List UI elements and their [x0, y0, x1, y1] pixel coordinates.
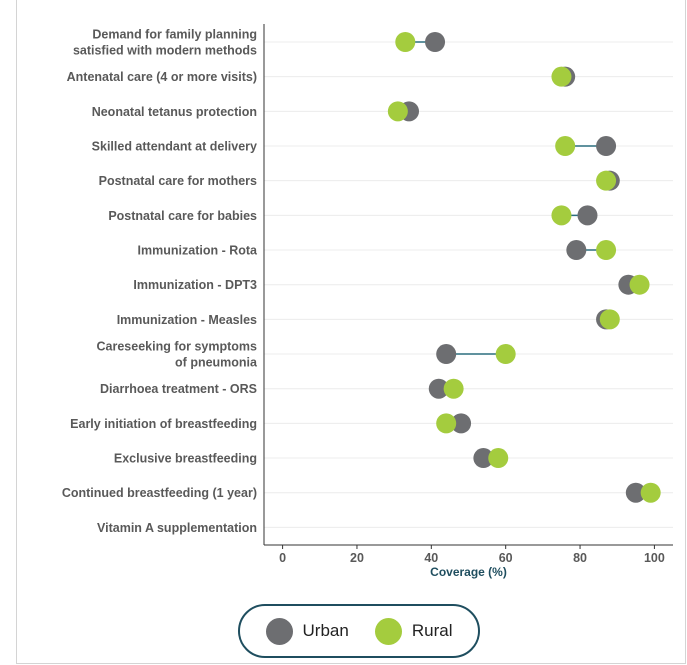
- urban-point: [596, 136, 617, 157]
- category-label-line: Postnatal care for babies: [108, 209, 257, 223]
- axes: 0 20 40 60 80 100: [263, 24, 673, 565]
- urban-point: [425, 32, 446, 52]
- rural-point: [629, 274, 650, 295]
- rural-point: [488, 448, 509, 469]
- x-tick-label: 80: [573, 551, 587, 565]
- category-label-line: Neonatal tetanus protection: [92, 105, 257, 119]
- rural-swatch-icon: [374, 617, 402, 645]
- category-label-line: Diarrhoea treatment - ORS: [100, 382, 257, 396]
- category-label-line: Continued breastfeeding (1 year): [62, 486, 257, 500]
- category-label: Skilled attendant at delivery: [92, 140, 257, 154]
- rural-point: [551, 66, 572, 87]
- category-label-line: Postnatal care for mothers: [99, 174, 257, 188]
- category-label: Antenatal care (4 or more visits): [67, 70, 257, 84]
- rural-point: [555, 136, 576, 157]
- rural-point: [436, 413, 457, 434]
- urban-point: [428, 378, 449, 399]
- category-label: Neonatal tetanus protection: [92, 105, 257, 119]
- category-label-line: Vitamin A supplementation: [97, 521, 257, 535]
- x-tick-label: 0: [279, 551, 286, 565]
- category-label: Postnatal care for babies: [108, 209, 257, 223]
- category-label-line: Antenatal care (4 or more visits): [67, 70, 257, 84]
- category-label-line: Skilled attendant at delivery: [92, 140, 257, 154]
- urban-point: [566, 240, 587, 261]
- rural-point: [640, 482, 661, 503]
- legend-label-urban: Urban: [302, 621, 349, 640]
- rural-point: [395, 32, 416, 52]
- category-label-line: Early initiation of breastfeeding: [70, 417, 257, 431]
- rural-point: [387, 101, 408, 122]
- category-label: Diarrhoea treatment - ORS: [100, 382, 257, 396]
- rural-point: [443, 378, 464, 399]
- rural-point: [599, 309, 620, 330]
- chart-frame: [16, 0, 686, 664]
- urban-point: [451, 413, 472, 434]
- category-label-line: satisfied with modern methods: [73, 44, 257, 58]
- category-label: Immunization - Measles: [117, 313, 257, 327]
- connector-lines: [397, 41, 651, 494]
- urban-point: [625, 482, 646, 503]
- category-label: Immunization - DPT3: [133, 278, 257, 292]
- category-label: Early initiation of breastfeeding: [70, 417, 257, 431]
- category-label: Postnatal care for mothers: [99, 174, 257, 188]
- rural-point: [596, 170, 617, 191]
- category-label: Continued breastfeeding (1 year): [62, 486, 257, 500]
- category-label: Careseeking for symptoms of pneumonia: [97, 340, 259, 370]
- legend-item-rural: Rural: [374, 617, 453, 645]
- x-axis-title: Coverage (%): [430, 565, 507, 579]
- urban-point: [473, 448, 494, 469]
- urban-swatch-icon: [265, 617, 293, 645]
- category-labels: Demand for family planning satisfied with…: [62, 28, 258, 535]
- x-tick-label: 100: [644, 551, 665, 565]
- category-label-line: of pneumonia: [175, 356, 258, 370]
- x-tick-label: 60: [499, 551, 513, 565]
- x-tick-label: 40: [424, 551, 438, 565]
- grid-lines: [264, 41, 673, 528]
- urban-point: [436, 344, 457, 365]
- category-label: Vitamin A supplementation: [97, 521, 257, 535]
- legend-label-rural: Rural: [411, 621, 453, 640]
- category-label-line: Careseeking for symptoms: [97, 340, 258, 354]
- category-label: Exclusive breastfeeding: [114, 452, 257, 466]
- x-tick-label: 20: [350, 551, 364, 565]
- urban-point: [577, 205, 598, 226]
- data-points: [387, 32, 661, 503]
- category-label-line: Exclusive breastfeeding: [114, 452, 257, 466]
- legend: Urban Rural: [238, 604, 480, 658]
- category-label: Immunization - Rota: [138, 244, 258, 258]
- category-label-line: Demand for family planning: [92, 28, 257, 42]
- rural-point: [551, 205, 572, 226]
- category-label: Demand for family planning satisfied with…: [73, 28, 257, 58]
- category-label-line: Immunization - DPT3: [133, 278, 257, 292]
- category-label-line: Immunization - Measles: [117, 313, 257, 327]
- rural-point: [596, 240, 617, 261]
- legend-item-urban: Urban: [265, 617, 349, 645]
- category-label-line: Immunization - Rota: [138, 244, 258, 258]
- rural-point: [495, 344, 516, 365]
